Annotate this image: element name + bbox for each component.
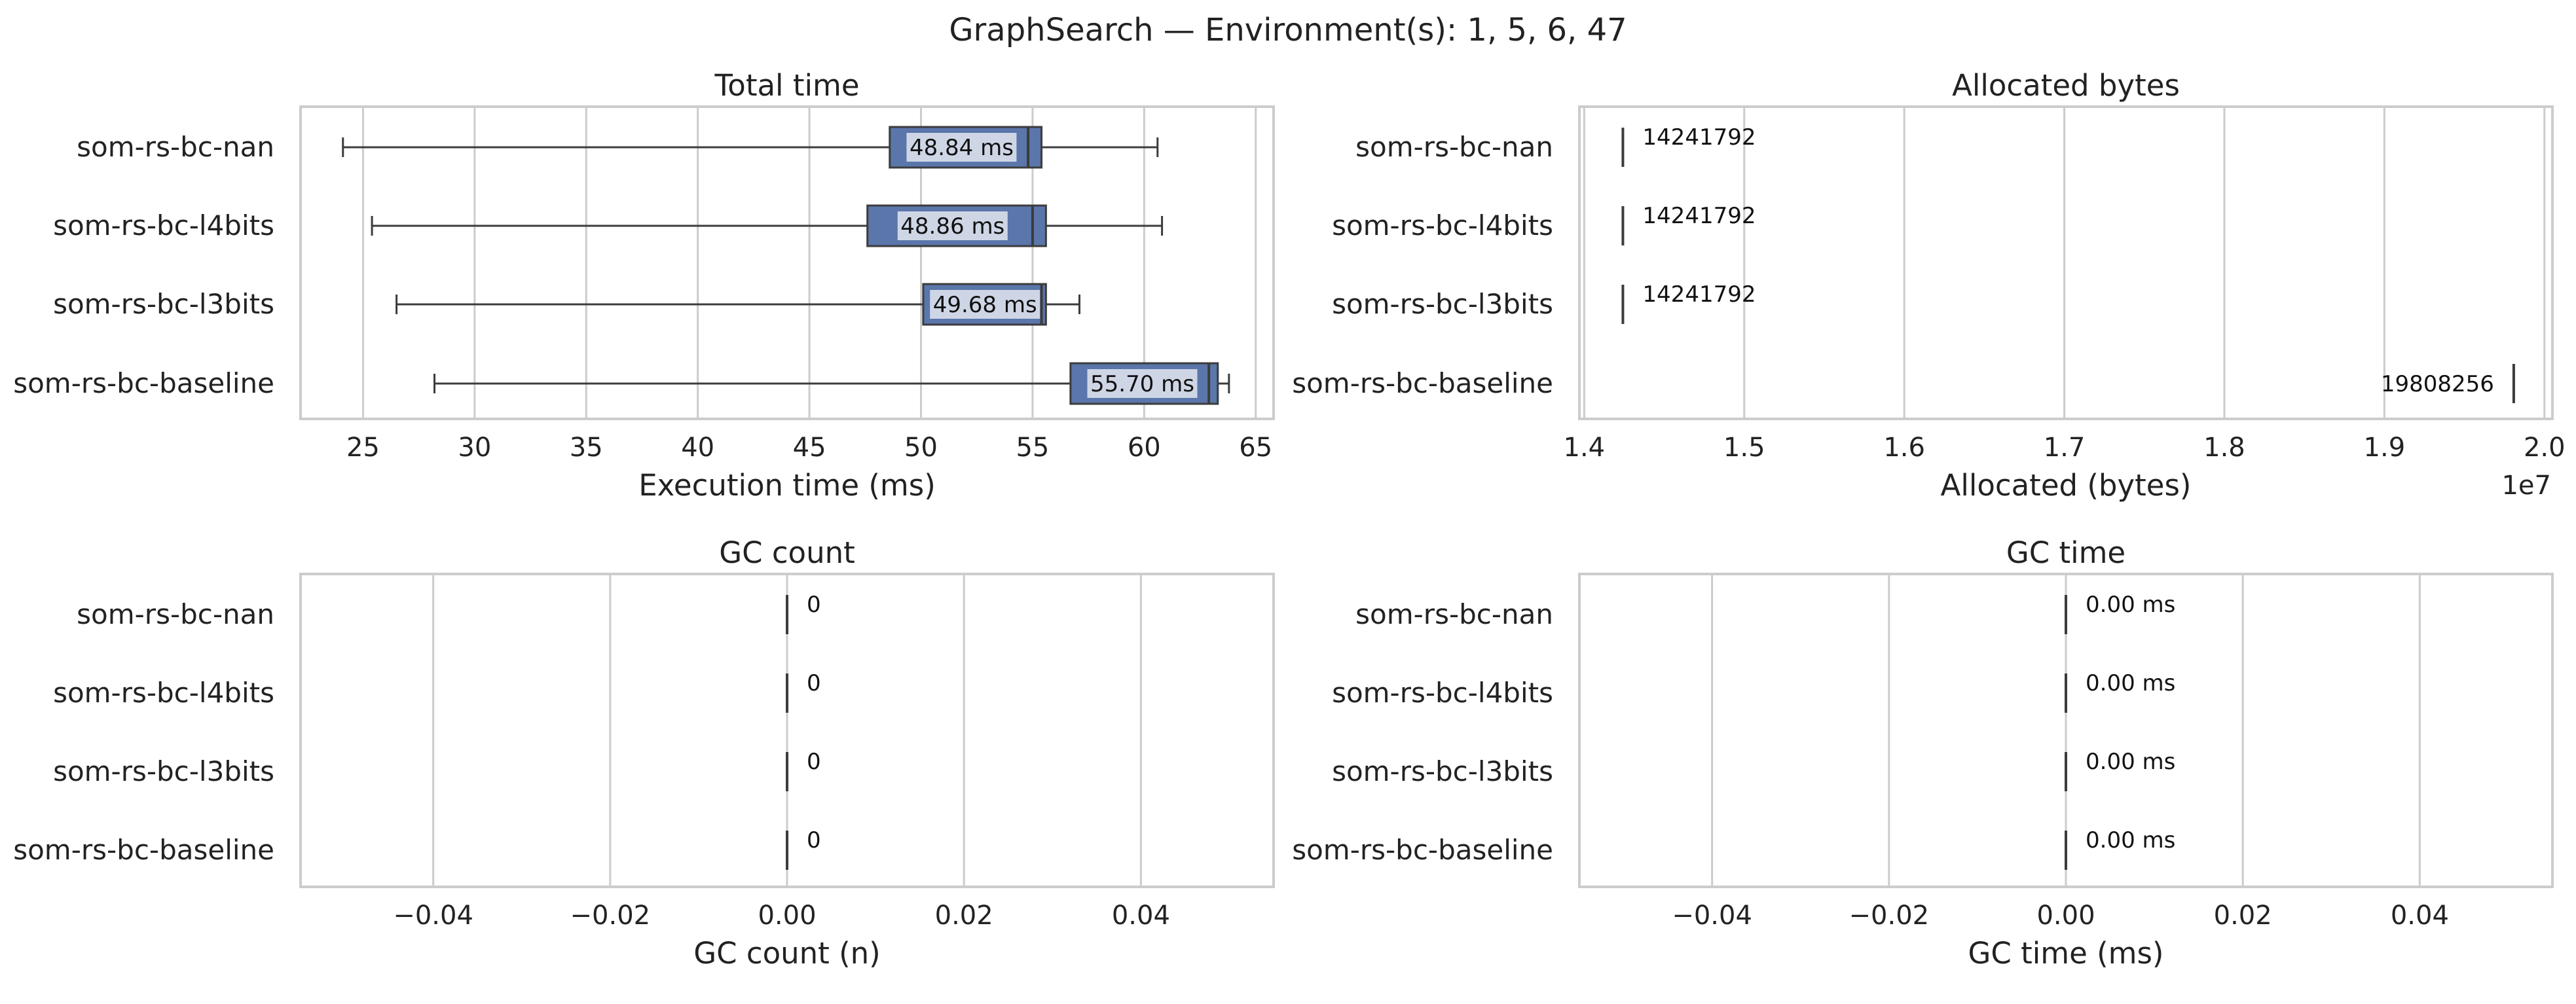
subplot-title: Allocated bytes: [1952, 68, 2180, 103]
x-tick-label: 0.02: [935, 901, 993, 931]
data-label: 14241792: [1642, 124, 1756, 151]
data-label: 0: [807, 670, 821, 696]
category-label: som-rs-bc-baseline: [13, 834, 274, 866]
x-tick-label: 55: [1016, 433, 1049, 463]
data-label: 48.86 ms: [900, 213, 1004, 240]
plot-frame: [299, 105, 1275, 420]
plot-frame: [1578, 105, 2554, 420]
data-label: 0.00 ms: [2086, 592, 2175, 618]
data-label-bg: [1087, 369, 1198, 398]
x-tick-label: 0.04: [2391, 901, 2449, 931]
x-tick-label: 60: [1128, 433, 1161, 463]
category-label: som-rs-bc-baseline: [13, 367, 274, 399]
category-label: som-rs-bc-l3bits: [1332, 288, 1553, 320]
plot-frame: [1578, 573, 2554, 888]
figure-title: GraphSearch — Environment(s): 1, 5, 6, 4…: [949, 12, 1627, 48]
x-tick-label: 35: [570, 433, 603, 463]
x-tick-label: 2.0: [2524, 433, 2566, 463]
category-label: som-rs-bc-baseline: [1292, 367, 1553, 399]
category-label: som-rs-bc-l3bits: [53, 755, 274, 787]
x-tick-label: 0.00: [758, 901, 816, 931]
x-tick-label: 1.8: [2203, 433, 2245, 463]
x-tick-label: 0.04: [1112, 901, 1170, 931]
category-label: som-rs-bc-l3bits: [53, 288, 274, 320]
x-tick-label: 1.6: [1883, 433, 1925, 463]
category-label: som-rs-bc-nan: [1355, 131, 1553, 163]
category-label: som-rs-bc-nan: [77, 131, 274, 163]
data-label: 0.00 ms: [2086, 670, 2175, 696]
subplot-title: GC time: [2006, 535, 2125, 570]
plot-frame: [299, 573, 1275, 888]
x-tick-label: 0.00: [2036, 901, 2095, 931]
x-tick-label: 0.02: [2214, 901, 2272, 931]
data-label-bg: [897, 211, 1008, 240]
data-label: 48.84 ms: [910, 135, 1014, 161]
panel-gc-time: GC time −0.04 −0.02 0.00 0.02 0.04 GC time (ms…: [1292, 535, 2554, 971]
x-axis-label: GC count (n): [693, 936, 881, 971]
category-label: som-rs-bc-l3bits: [1332, 755, 1553, 787]
x-tick-label: 30: [458, 433, 491, 463]
category-label: som-rs-bc-nan: [1355, 598, 1553, 630]
x-tick-label: −0.04: [1672, 901, 1752, 931]
x-axis-label: Execution time (ms): [638, 468, 936, 503]
x-tick-label: −0.02: [1849, 901, 1930, 931]
x-tick-label: 1.5: [1723, 433, 1765, 463]
x-tick-label: 1.4: [1564, 433, 1606, 463]
x-tick-label: −0.02: [570, 901, 651, 931]
x-tick-label: 1.9: [2364, 433, 2406, 463]
category-label: som-rs-bc-l4bits: [1332, 677, 1553, 709]
x-offset-text: 1e7: [2501, 471, 2551, 501]
data-label: 14241792: [1642, 203, 1756, 229]
data-label: 49.68 ms: [933, 292, 1037, 318]
x-tick-label: 45: [793, 433, 826, 463]
x-axis-label: Allocated (bytes): [1941, 468, 2192, 503]
category-label: som-rs-bc-nan: [77, 598, 274, 630]
x-tick-label: 40: [681, 433, 714, 463]
x-axis-label: GC time (ms): [1968, 936, 2164, 971]
data-label-bg: [930, 290, 1040, 319]
data-label: 14241792: [1642, 281, 1756, 308]
subplot-title: GC count: [719, 535, 855, 570]
data-label: 55.70 ms: [1090, 371, 1194, 397]
x-tick-label: 25: [346, 433, 380, 463]
data-label-bg: [906, 133, 1017, 162]
panel-allocated-bytes: Allocated bytes 1.4 1.5 1.6 1.7 1.8 1.9 2.0 Allo…: [1292, 68, 2565, 503]
data-label: 0: [807, 592, 821, 618]
panel-total-time: Total time 25 30 35 40 45 50 55 60 65 Execution ti…: [13, 68, 1275, 503]
x-tick-label: −0.04: [393, 901, 473, 931]
data-label: 0.00 ms: [2086, 749, 2175, 775]
x-tick-label: 50: [904, 433, 938, 463]
data-label: 19808256: [2381, 371, 2494, 397]
x-tick-label: 65: [1239, 433, 1272, 463]
panel-gc-count: GC count −0.04 −0.02 0.00 0.02 0.04 GC count (…: [13, 535, 1275, 971]
data-label: 0.00 ms: [2086, 827, 2175, 853]
category-label: som-rs-bc-l4bits: [1332, 209, 1553, 242]
category-label: som-rs-bc-baseline: [1292, 834, 1553, 866]
data-label: 0: [807, 749, 821, 775]
subplot-title: Total time: [714, 68, 859, 103]
category-label: som-rs-bc-l4bits: [53, 209, 274, 242]
data-label: 0: [807, 827, 821, 853]
x-tick-label: 1.7: [2044, 433, 2086, 463]
category-label: som-rs-bc-l4bits: [53, 677, 274, 709]
